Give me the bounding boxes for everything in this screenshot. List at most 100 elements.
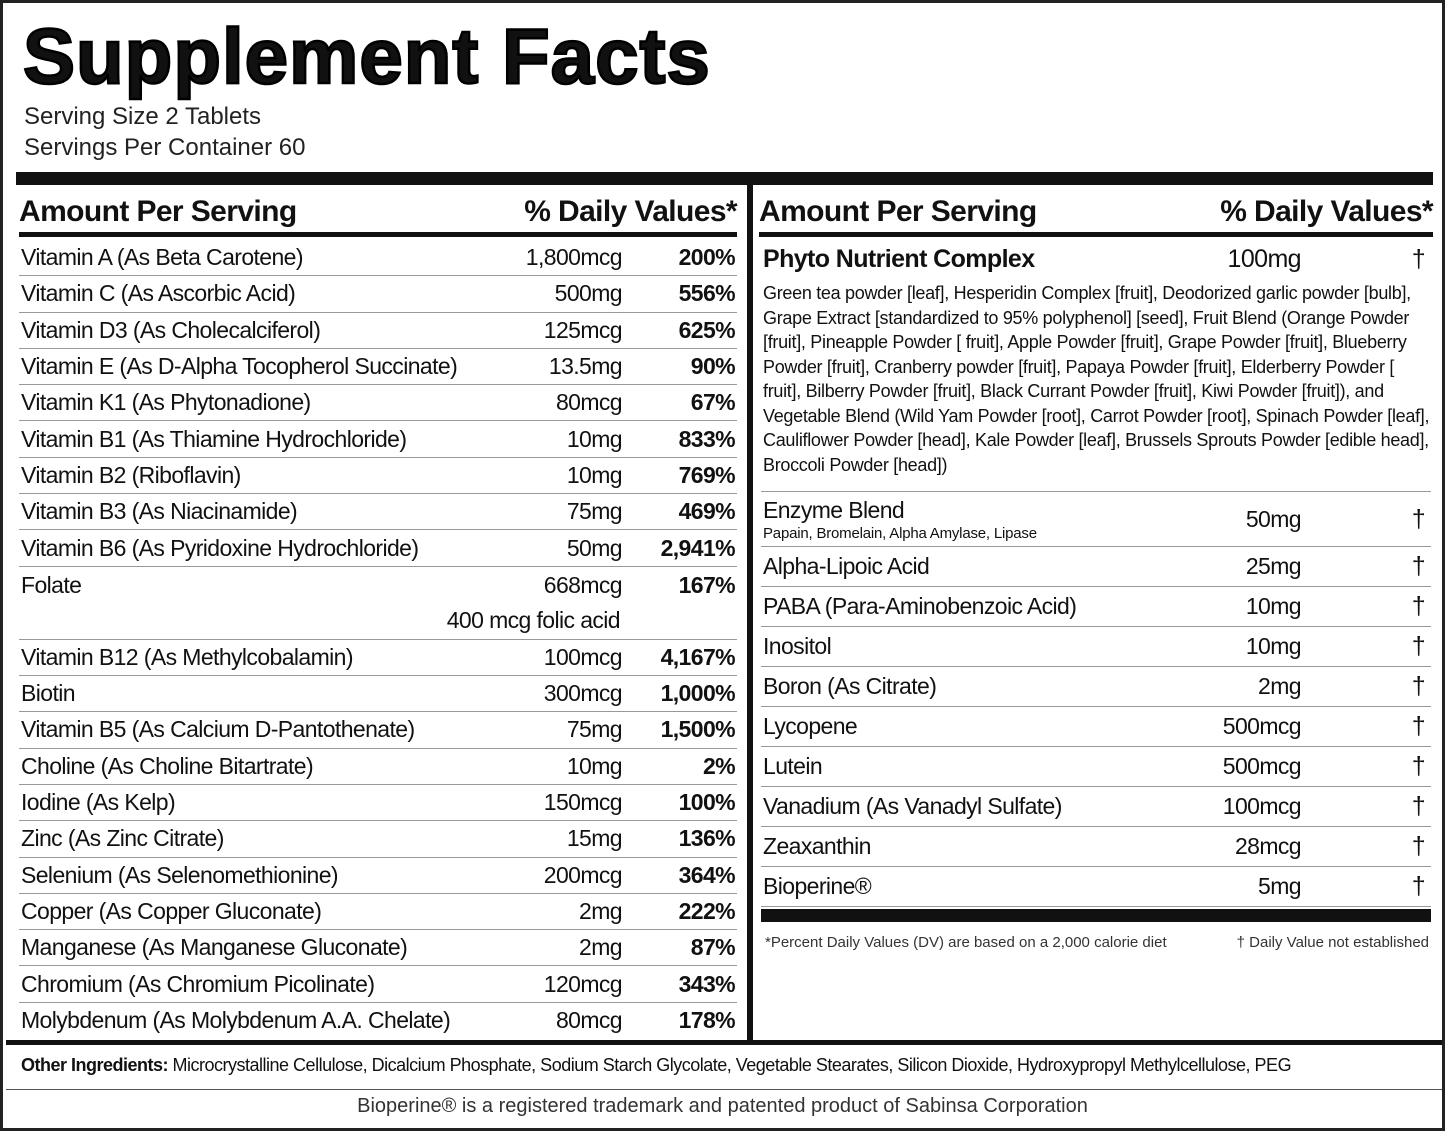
daily-value: 222% (678, 897, 736, 924)
nutrient-note: 400 mcg folic acid (446, 606, 621, 633)
header-dv: % Daily Values* (524, 194, 737, 228)
daily-value: 90% (690, 353, 736, 380)
nutrient-name: Phyto Nutrient Complex (763, 244, 1035, 273)
nutrient-name: Lycopene (761, 713, 1181, 740)
footnote: † Daily Value not established (1236, 934, 1429, 951)
amount: 5mg (1258, 873, 1302, 899)
nutrient-name: Bioperine® (761, 873, 1181, 900)
daily-value: 469% (678, 498, 736, 525)
daily-value: 100% (678, 789, 736, 816)
nutrient-row: Boron (As Citrate) 2mg † (761, 667, 1431, 707)
nutrient-name: Enzyme Blend Papain, Bromelain, Alpha Amy… (761, 497, 1181, 542)
nutrient-row: Vitamin B2 (Riboflavin) 10mg 769% (19, 458, 737, 495)
daily-value: † (1411, 552, 1426, 580)
daily-value: † (1411, 244, 1426, 273)
amount: 10mg (566, 752, 623, 779)
nutrient-name: Zinc (As Zinc Citrate) (21, 825, 224, 852)
amount: 10mg (1245, 633, 1302, 659)
nutrient-row: Enzyme Blend Papain, Bromelain, Alpha Amy… (761, 492, 1431, 547)
nutrient-name: Vitamin B6 (As Pyridoxine Hydrochloride) (21, 534, 419, 561)
right-header: Amount Per Serving % Daily Values* (759, 191, 1434, 237)
daily-value: 178% (678, 1006, 736, 1033)
daily-value: 1,000% (660, 680, 736, 707)
nutrient-name: Vitamin A (As Beta Carotene) (21, 244, 304, 271)
amount: 10mg (566, 425, 623, 452)
nutrient-label: Bioperine® (763, 873, 872, 899)
complex-row: Phyto Nutrient Complex 100mg † (761, 240, 1431, 278)
daily-value: 769% (678, 461, 736, 488)
amount: 50mg (1245, 505, 1302, 532)
daily-value: 87% (690, 934, 736, 961)
nutrient-name: Vitamin B3 (As Niacinamide) (21, 498, 298, 525)
daily-value: 556% (678, 280, 736, 307)
amount: 15mg (566, 825, 623, 852)
nutrient-row: Vanadium (As Vanadyl Sulfate) 100mcg † (761, 787, 1431, 827)
header-amount: Amount Per Serving (19, 194, 297, 228)
daily-value: 833% (678, 425, 736, 452)
daily-value: † (1411, 592, 1426, 620)
left-header: Amount Per Serving % Daily Values* (19, 191, 738, 237)
other-text: Microcrystalline Cellulose, Dicalcium Ph… (172, 1055, 1292, 1075)
amount: 50mg (566, 534, 623, 561)
right-list: Enzyme Blend Papain, Bromelain, Alpha Amy… (761, 492, 1431, 907)
complex-ingredients: Green tea powder [leaf], Hesperidin Comp… (761, 278, 1431, 492)
nutrient-label: Lutein (763, 753, 823, 779)
nutrient-name: Vitamin B1 (As Thiamine Hydrochloride) (21, 425, 407, 452)
nutrient-row: Zeaxanthin 28mcg † (761, 827, 1431, 867)
daily-value: † (1411, 632, 1426, 660)
amount: 80mcg (555, 389, 623, 416)
amount: 75mg (566, 498, 623, 525)
nutrient-row: Vitamin C (As Ascorbic Acid) 500mg 556% (19, 276, 737, 313)
footnote: *Percent Daily Values (DV) are based on … (765, 934, 1167, 951)
nutrient-name: Inositol (761, 633, 1181, 660)
nutrient-label: Vanadium (As Vanadyl Sulfate) (763, 793, 1062, 819)
daily-value: 136% (678, 825, 736, 852)
daily-value: 2,941% (660, 534, 736, 561)
left-rows: Vitamin A (As Beta Carotene) 1,800mcg 200%… (19, 240, 737, 1038)
nutrient-name: Molybdenum (As Molybdenum A.A. Chelate) (21, 1006, 451, 1033)
amount: 80mcg (555, 1006, 623, 1033)
nutrient-row: Vitamin B12 (As Methylcobalamin) 100mcg 4,… (19, 640, 737, 677)
nutrient-row: Vitamin B3 (As Niacinamide) 75mg 469% (19, 494, 737, 531)
daily-value: 200% (678, 244, 736, 271)
nutrient-row: Vitamin K1 (As Phytonadione) 80mcg 67% (19, 385, 737, 422)
nutrient-name: Vitamin E (As D-Alpha Tocopherol Succina… (21, 353, 458, 380)
nutrient-sub: Papain, Bromelain, Alpha Amylase, Lipase (763, 524, 1037, 542)
nutrient-row: Chromium (As Chromium Picolinate) 120mcg 3… (19, 966, 737, 1003)
daily-value: † (1411, 672, 1426, 700)
nutrient-name: Biotin (21, 680, 76, 707)
nutrient-row: Manganese (As Manganese Gluconate) 2mg 87% (19, 930, 737, 967)
amount: 300mcg (543, 680, 623, 707)
amount: 28mcg (1234, 833, 1302, 859)
amount: 1,800mcg (525, 244, 623, 271)
nutrient-row: Molybdenum (As Molybdenum A.A. Chelate) 8… (19, 1003, 737, 1038)
nutrient-label: Boron (As Citrate) (763, 673, 937, 699)
nutrient-name: Vitamin B5 (As Calcium D-Pantothenate) (21, 716, 415, 743)
footnotes: *Percent Daily Values (DV) are based on … (761, 922, 1431, 951)
amount: 75mg (566, 716, 623, 743)
trademark: Bioperine® is a registered trademark and… (357, 1095, 1088, 1117)
daily-value: † (1411, 504, 1426, 533)
nutrient-row: PABA (Para-Aminobenzoic Acid) 10mg † (761, 587, 1431, 627)
nutrient-name: Boron (As Citrate) (761, 673, 1181, 700)
nutrient-name: Chromium (As Chromium Picolinate) (21, 970, 375, 997)
nutrient-name: Vitamin B2 (Riboflavin) (21, 461, 241, 488)
nutrient-name: Manganese (As Manganese Gluconate) (21, 934, 408, 961)
nutrient-name: Selenium (As Selenomethionine) (21, 861, 339, 888)
nutrient-name: Alpha-Lipoic Acid (761, 553, 1181, 580)
amount: 500mg (554, 280, 623, 307)
amount: 500mcg (1222, 713, 1302, 739)
daily-value: † (1411, 792, 1426, 820)
amount: 2mg (579, 897, 623, 924)
amount: 100mg (1227, 244, 1302, 273)
nutrient-label: Enzyme Blend (763, 496, 905, 523)
amount: 120mcg (543, 970, 623, 997)
nutrient-row: Choline (As Choline Bitartrate) 10mg 2% (19, 749, 737, 785)
daily-value: † (1411, 832, 1426, 860)
amount: 150mcg (543, 789, 623, 816)
nutrient-row: Vitamin B6 (As Pyridoxine Hydrochloride)… (19, 530, 737, 567)
other-ingredients: Other Ingredients: Microcrystalline Cell… (6, 1040, 1442, 1090)
nutrient-row: Selenium (As Selenomethionine) 200mcg 364% (19, 858, 737, 894)
daily-value: 4,167% (660, 643, 736, 670)
